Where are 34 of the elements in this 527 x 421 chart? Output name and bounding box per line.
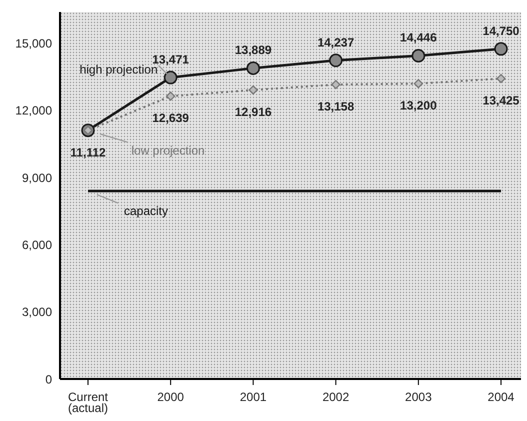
data-label: 14,237 — [317, 35, 354, 50]
point — [414, 79, 423, 88]
point — [166, 92, 176, 101]
data-label: 13,889 — [234, 43, 272, 58]
data-label: 13,200 — [400, 98, 438, 113]
point — [331, 80, 340, 90]
point — [496, 74, 506, 84]
y-tick-label: 15,000 — [15, 36, 52, 51]
series-label: capacity — [124, 204, 168, 218]
data-label: 14,446 — [400, 30, 438, 45]
data-label: 13,158 — [317, 100, 354, 114]
point — [246, 61, 260, 75]
point — [412, 48, 426, 62]
data-label: 14,750 — [482, 24, 520, 38]
point — [164, 70, 178, 84]
x-tick-label: 2000 — [157, 390, 184, 404]
y-tick-label: 12,000 — [15, 104, 52, 118]
x-tick-label: 2002 — [322, 390, 350, 404]
data-label: 11,112 — [70, 145, 106, 160]
y-tick-label: 6,000 — [22, 238, 52, 252]
x-tick-label: 2003 — [405, 390, 432, 404]
point — [329, 54, 343, 68]
y-tick-label: 9,000 — [22, 170, 52, 185]
x-tick-label: Current (actual) — [68, 390, 109, 415]
y-tick-label: 0 — [45, 372, 52, 386]
point — [248, 85, 258, 95]
point — [494, 42, 508, 56]
data-label: 12,639 — [152, 111, 190, 126]
x-tick-label: 2001 — [240, 390, 267, 404]
y-tick-label: 3,000 — [22, 305, 52, 320]
data-label: 13,425 — [482, 94, 520, 108]
text: low projection — [131, 143, 205, 158]
x-tick-label: 2004 — [488, 390, 515, 404]
data-label: 12,916 — [234, 104, 272, 119]
